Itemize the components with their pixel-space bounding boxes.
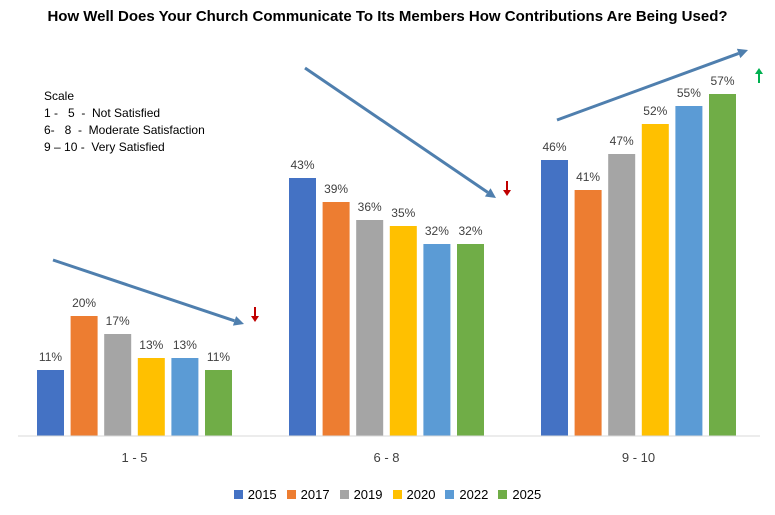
bar-2022-2 — [423, 244, 451, 436]
value-label: 20% — [72, 296, 96, 310]
category-label: 6 - 8 — [373, 450, 399, 465]
bars-layer — [37, 94, 736, 436]
bar-2017-2 — [322, 202, 350, 436]
category-label: 1 - 5 — [121, 450, 147, 465]
value-label: 57% — [710, 74, 734, 88]
trend-down-icon — [503, 190, 511, 196]
value-label: 32% — [425, 224, 449, 238]
bar-2025-1 — [205, 370, 232, 436]
bar-2025-2 — [457, 244, 484, 436]
legend-swatch — [339, 490, 349, 499]
trend-arrowhead — [736, 48, 748, 59]
legend-label: 2020 — [406, 487, 436, 502]
value-label: 36% — [358, 200, 382, 214]
value-label: 52% — [643, 104, 667, 118]
legend-label: 2015 — [247, 487, 277, 502]
value-label: 41% — [576, 170, 600, 184]
legend: 2015 2017 2019 2020 2022 2025 — [0, 487, 775, 502]
value-label: 43% — [290, 158, 314, 172]
legend-item-2019: 2019 — [339, 487, 383, 502]
value-label: 32% — [458, 224, 482, 238]
bar-2015-1 — [37, 370, 64, 436]
bar-2020-3 — [641, 124, 669, 436]
scale-heading: Scale — [44, 89, 75, 103]
value-label: 17% — [106, 314, 130, 328]
legend-swatch — [498, 490, 508, 499]
bar-2019-3 — [608, 154, 636, 436]
scale-line: 6- 8 - Moderate Satisfaction — [44, 123, 205, 137]
scale-box: Scale 1 - 5 - Not Satisfied 6- 8 - Moder… — [44, 88, 205, 156]
legend-item-2022: 2022 — [445, 487, 488, 502]
value-label: 47% — [610, 134, 634, 148]
trend-line — [304, 66, 489, 194]
scale-line: 1 - 5 - Not Satisfied — [44, 106, 161, 120]
legend-label: 2019 — [353, 487, 383, 502]
legend-swatch — [286, 490, 296, 499]
bar-2015-3 — [541, 160, 568, 436]
category-label: 9 - 10 — [622, 450, 655, 465]
value-label: 46% — [542, 140, 566, 154]
legend-item-2025: 2025 — [498, 487, 541, 502]
bar-2025-3 — [709, 94, 736, 436]
trend-line — [52, 258, 235, 323]
legend-label: 2017 — [300, 487, 330, 502]
legend-label: 2025 — [512, 487, 542, 502]
value-label: 35% — [391, 206, 415, 220]
legend-item-2020: 2020 — [392, 487, 436, 502]
bar-2017-3 — [574, 190, 602, 436]
trend-line — [556, 52, 740, 122]
bar-2019-2 — [356, 220, 384, 436]
value-label: 11% — [207, 350, 230, 364]
category-labels-layer: 1 - 5 6 - 8 9 - 10 — [121, 450, 655, 465]
legend-swatch — [445, 490, 455, 499]
legend-item-2015: 2015 — [233, 487, 277, 502]
legend-label: 2022 — [459, 487, 489, 502]
value-label: 55% — [677, 86, 701, 100]
bar-2015-2 — [289, 178, 316, 436]
trend-up-icon — [755, 68, 763, 74]
bar-2017-1 — [70, 316, 98, 436]
bar-2020-1 — [137, 358, 165, 436]
value-label: 13% — [173, 338, 197, 352]
bar-2019-1 — [104, 334, 132, 436]
bar-2022-1 — [171, 358, 199, 436]
legend-swatch — [392, 490, 402, 499]
value-labels-layer: 11% 20% 17% 13% 13% 11% 43% 39% 36% 35% 32% 32% 46% 4… — [39, 74, 735, 364]
trend-layer — [52, 48, 763, 326]
trend-arrowhead — [232, 316, 244, 326]
value-label: 11% — [39, 350, 62, 364]
value-label: 39% — [324, 182, 348, 196]
bar-2022-3 — [675, 106, 703, 436]
value-label: 13% — [139, 338, 163, 352]
scale-line: 9 – 10 - Very Satisfied — [44, 140, 165, 154]
legend-swatch — [233, 490, 243, 499]
trend-arrowhead — [484, 188, 496, 198]
legend-item-2017: 2017 — [286, 487, 330, 502]
bar-2020-2 — [389, 226, 417, 436]
trend-down-icon — [251, 316, 259, 322]
chart-title: How Well Does Your Church Communicate To… — [47, 8, 728, 25]
